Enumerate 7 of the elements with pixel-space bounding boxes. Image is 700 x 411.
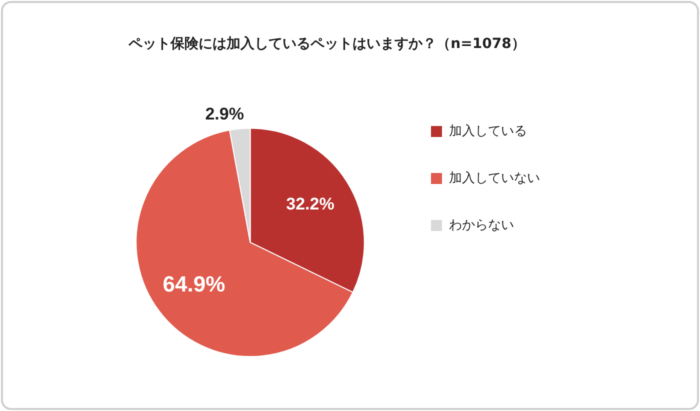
legend-label: わからない	[449, 218, 514, 233]
data-label: 64.9%	[162, 271, 226, 296]
data-label: 32.2%	[286, 194, 334, 214]
data-label: 2.9%	[205, 104, 244, 124]
legend-label: 加入している	[449, 124, 527, 139]
legend-label: 加入していない	[449, 170, 540, 186]
chart-title: ペット保険には加入しているペットはいますか？（n=1078）	[128, 36, 526, 52]
